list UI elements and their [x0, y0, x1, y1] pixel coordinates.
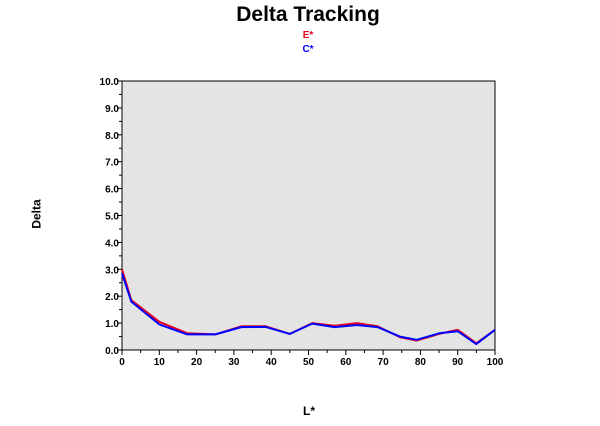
x-tick-label: 100: [487, 357, 504, 368]
legend-item-e: E*: [258, 30, 358, 41]
legend-item-c: C*: [258, 44, 358, 55]
legend-label-c: C*: [302, 44, 314, 55]
x-tick-label: 10: [154, 357, 166, 368]
x-tick-label: 30: [228, 357, 240, 368]
y-tick-label: 3.0: [105, 265, 119, 276]
x-tick-label: 40: [266, 357, 278, 368]
x-tick-label: 0: [119, 357, 125, 368]
y-tick-label: 2.0: [105, 292, 119, 303]
x-tick-label: 90: [452, 357, 464, 368]
x-tick-label: 20: [191, 357, 203, 368]
x-axis-label: L*: [303, 404, 315, 418]
y-tick-label: 10.0: [100, 77, 120, 88]
x-tick-label: 50: [303, 357, 315, 368]
x-tick-label: 60: [340, 357, 352, 368]
chart-title: Delta Tracking: [236, 3, 380, 26]
y-tick-label: 1.0: [105, 319, 119, 330]
y-tick-label: 7.0: [105, 158, 119, 169]
plot-area: [121, 80, 496, 351]
y-tick-label: 6.0: [105, 185, 119, 196]
series-line-c: [121, 272, 496, 346]
y-tick-label: 4.0: [105, 238, 119, 249]
y-tick-label: 5.0: [105, 212, 119, 223]
x-tick-label: 80: [415, 357, 427, 368]
y-tick-label: 9.0: [105, 104, 119, 115]
x-tick-label: 70: [378, 357, 390, 368]
y-tick-label: 0.0: [105, 346, 119, 357]
y-tick-label: 8.0: [105, 131, 119, 142]
legend-label-e: E*: [302, 30, 314, 41]
